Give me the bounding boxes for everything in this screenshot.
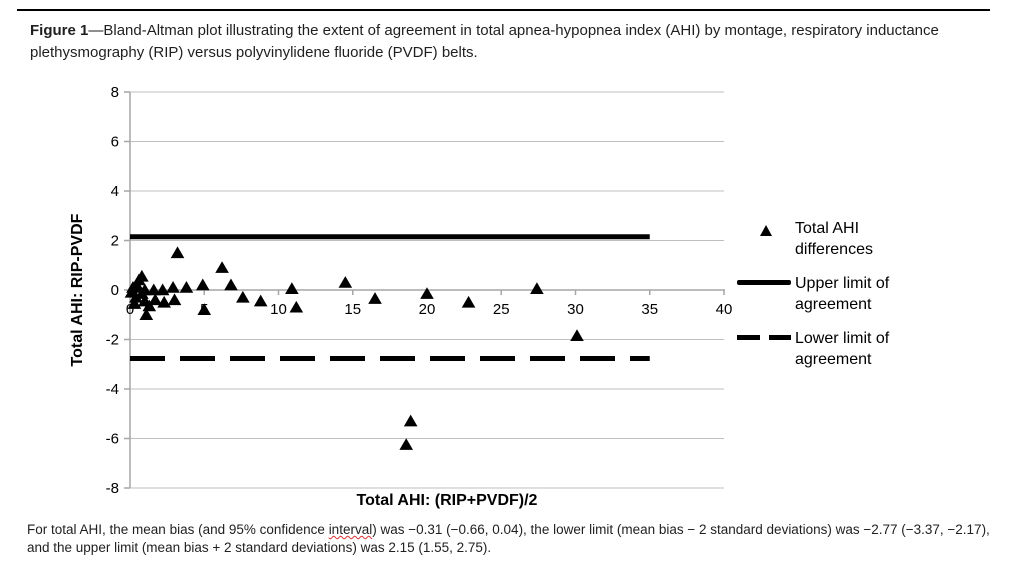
dashed-line-icon [737, 335, 791, 340]
legend-label: Lower limit of agreement [795, 330, 890, 368]
x-tick-label: 15 [344, 301, 361, 318]
footnote-text-post: ) was −0.31 (−0.66, 0.04), the lower lim… [27, 522, 990, 555]
data-point-triangle [215, 261, 229, 273]
figure-caption: Figure 1—Bland-Altman plot illustrating … [30, 20, 980, 64]
y-tick-label: -6 [106, 431, 119, 448]
y-tick-label: -2 [106, 332, 119, 349]
data-point-triangle [399, 438, 414, 450]
footnote-text-pre: For total AHI, the mean bias (and 95% co… [27, 522, 329, 537]
x-tick-label: 40 [716, 301, 733, 318]
x-axis-title: Total AHI: (RIP+PVDF)/2 [357, 492, 538, 509]
data-point-triangle [166, 281, 180, 293]
legend-item-upper-limit: Upper limit of agreement [737, 273, 927, 315]
data-point-triangle [338, 276, 353, 288]
data-point-triangle [289, 300, 304, 313]
data-point-triangle [155, 283, 170, 296]
y-tick-label: -4 [106, 381, 119, 398]
x-tick-label: 10 [270, 301, 287, 318]
data-point-triangle [130, 279, 145, 292]
data-point-triangle [403, 414, 418, 427]
chart-legend: Total AHI differences Upper limit of agr… [737, 218, 927, 370]
x-tick-label: 0 [126, 301, 134, 318]
data-point-triangle [420, 287, 434, 299]
data-point-triangle [135, 269, 149, 282]
legend-label: Upper limit of agreement [795, 275, 890, 313]
figure-caption-text: —Bland-Altman plot illustrating the exte… [30, 22, 939, 61]
data-point-triangle [236, 290, 250, 303]
data-point-triangle [197, 303, 212, 315]
data-point-triangle [224, 278, 238, 291]
y-tick-label: 8 [111, 85, 119, 101]
figure-top-border [17, 9, 990, 11]
data-point-triangle [139, 308, 154, 320]
data-point-triangle [148, 293, 163, 306]
data-point-triangle [253, 294, 268, 307]
x-tick-label: 20 [419, 301, 436, 318]
data-point-triangle [461, 295, 476, 308]
legend-label: Total AHI differences [795, 220, 873, 258]
data-point-triangle [127, 297, 142, 309]
data-point-triangle [146, 283, 161, 296]
data-point-triangle [142, 299, 157, 312]
x-tick-label: 25 [493, 301, 510, 318]
data-point-triangle [570, 329, 584, 341]
solid-line-icon [737, 280, 791, 285]
spellcheck-underlined-word: interval [328, 522, 373, 537]
data-point-triangle [138, 283, 152, 296]
data-point-triangle [129, 290, 143, 303]
data-point-triangle [170, 246, 185, 259]
data-point-triangle [530, 282, 544, 294]
legend-item-lower-limit: Lower limit of agreement [737, 328, 927, 370]
data-point-triangle [195, 278, 210, 291]
data-point-triangle [167, 293, 182, 306]
data-point-triangle [157, 295, 171, 308]
y-tick-label: -8 [106, 480, 119, 497]
y-axis-title: Total AHI: RIP-PVDF [69, 213, 86, 366]
data-point-triangle [368, 292, 382, 304]
data-point-triangle [285, 282, 299, 294]
legend-item-total-ahi-differences: Total AHI differences [737, 218, 927, 260]
triangle-marker-icon [760, 225, 772, 236]
figure-footnote: For total AHI, the mean bias (and 95% co… [27, 521, 990, 557]
y-tick-label: 4 [111, 183, 119, 200]
data-point-triangle [179, 281, 194, 293]
figure-label: Figure 1 [30, 22, 89, 39]
x-tick-label: 35 [641, 301, 658, 318]
x-tick-label: 30 [567, 301, 584, 318]
y-tick-label: 0 [111, 282, 119, 299]
y-tick-label: 2 [111, 233, 119, 250]
y-tick-label: 6 [111, 134, 119, 151]
